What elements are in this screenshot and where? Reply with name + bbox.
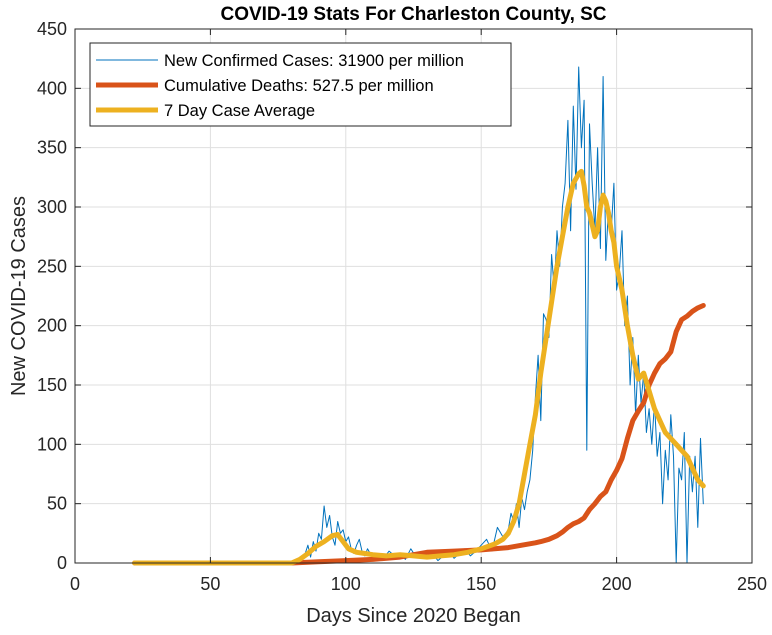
x-tick-label: 0 [70,574,80,594]
legend-label: New Confirmed Cases: 31900 per million [164,52,464,70]
legend: New Confirmed Cases: 31900 per million Cu… [89,42,512,127]
y-tick-label: 450 [37,19,67,39]
tick-marks: 0 50 100 150 200 250 0 50 100 150 200 250 300 350 400 4… [37,19,767,594]
cumulative-deaths-line [132,303,706,566]
y-tick-label: 100 [37,434,67,454]
x-tick-label: 150 [466,574,496,594]
y-axis-label: New COVID-19 Cases [8,196,30,396]
plot-area-frame [74,28,753,564]
y-tick-label: 50 [47,494,67,514]
x-tick-label: 200 [602,574,632,594]
y-tick-label: 200 [37,316,67,336]
x-tick-label: 50 [200,574,220,594]
x-axis-label: Days Since 2020 Began [306,605,521,627]
y-tick-label: 150 [37,375,67,395]
chart-title: COVID-19 Stats For Charleston County, SC [220,4,606,25]
legend-box [89,42,512,127]
legend-label: 7 Day Case Average [164,102,315,120]
y-tick-label: 250 [37,256,67,276]
y-tick-label: 400 [37,78,67,98]
x-tick-label: 250 [737,574,767,594]
y-tick-label: 300 [37,197,67,217]
y-tick-label: 0 [57,553,67,573]
x-tick-label: 100 [331,574,361,594]
y-tick-label: 350 [37,138,67,158]
legend-label: Cumulative Deaths: 527.5 per million [164,77,434,95]
seven-day-average-line [132,168,706,566]
series-layer [132,66,706,566]
